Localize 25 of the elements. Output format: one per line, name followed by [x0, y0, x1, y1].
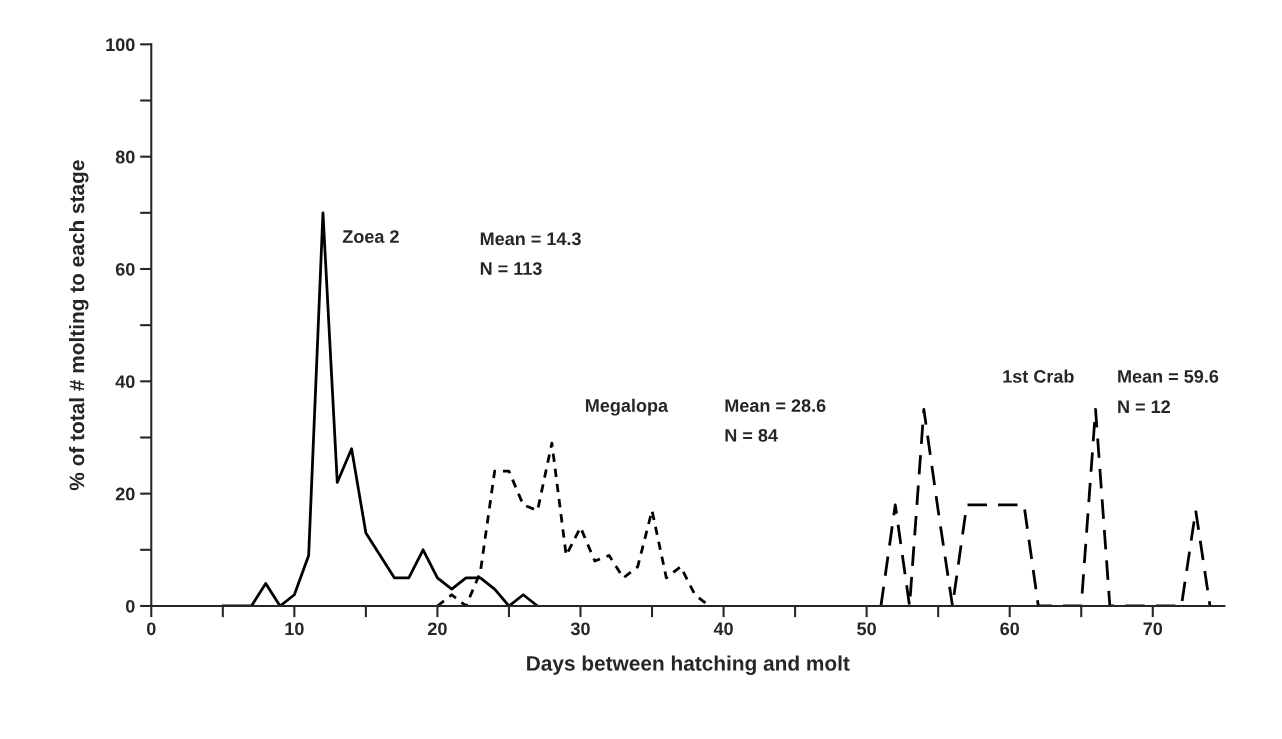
y-tick-label: 100	[106, 38, 135, 52]
x-tick-label: 60	[1000, 622, 1020, 636]
x-tick-label: 20	[428, 622, 447, 636]
text: Megalopa	[585, 398, 669, 416]
x-axis-title: Days between hatching and molt	[527, 655, 850, 675]
x-tick-label: 0	[146, 622, 156, 636]
y-tick-label: 80	[115, 150, 135, 164]
x-tick-label: 40	[713, 622, 733, 636]
annotation: N = 12	[1118, 400, 1170, 413]
y-tick-label: 20	[115, 487, 135, 501]
y-axis-title: % of total # molting to each stage	[69, 160, 89, 491]
series-label: Zoea 2	[342, 230, 399, 243]
y-tick-label: 0	[125, 599, 135, 613]
x-tick-label: 50	[857, 622, 876, 636]
x-tick-label: 10	[285, 622, 304, 636]
x-tick-label: 70	[1143, 622, 1163, 636]
x-tick-label: 30	[570, 622, 590, 636]
series-label: 1st Crab	[1003, 369, 1074, 383]
annotation: Mean = 59.6	[1118, 370, 1219, 383]
y-tick-label: 40	[115, 375, 135, 389]
annotation: N = 84	[725, 428, 778, 442]
annotation: N = 113	[480, 262, 542, 275]
annotation: Mean = 28.6	[725, 399, 826, 413]
annotation: Mean = 14.3	[480, 232, 581, 246]
y-tick-label: 60	[115, 262, 135, 276]
